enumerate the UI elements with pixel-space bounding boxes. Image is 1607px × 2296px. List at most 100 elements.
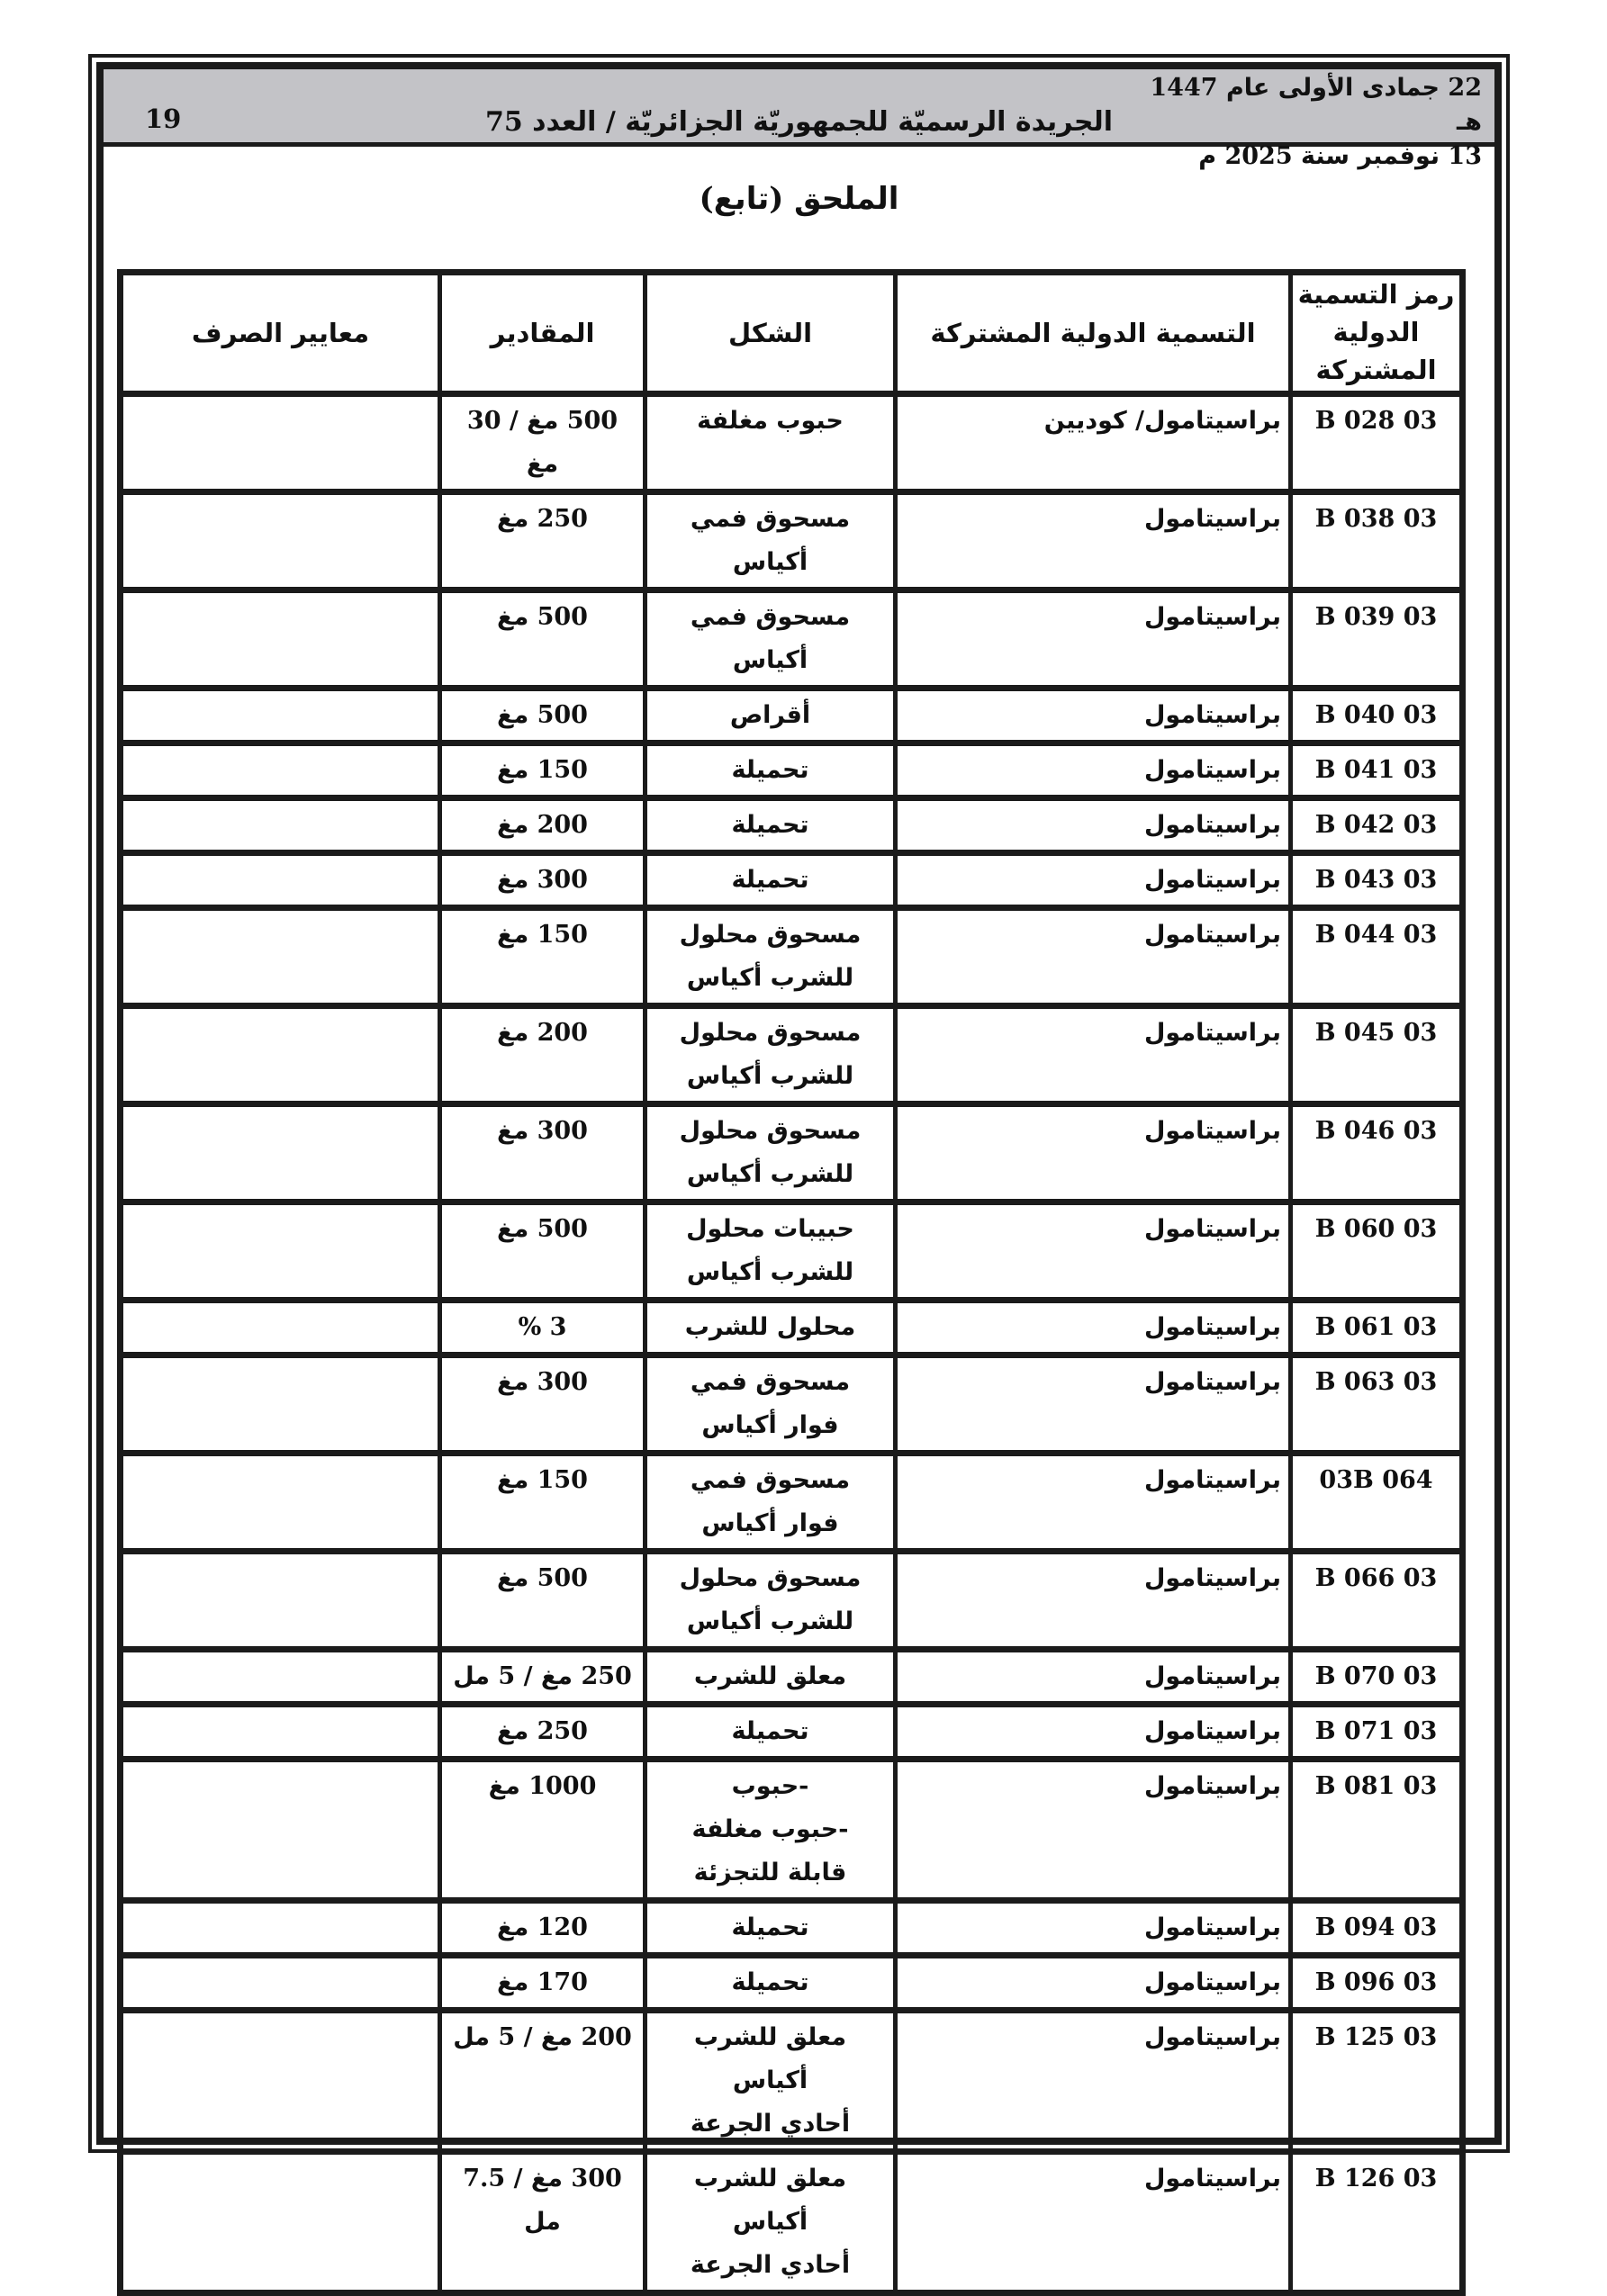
table-row: 03 B 060 براسيتامول حبيبات محلول للشرب أكي… <box>118 1199 1465 1303</box>
cell-code: 03 B 045 <box>1288 1003 1465 1107</box>
cell-criteria <box>118 1548 442 1652</box>
cell-form: معلق للشرب أكياس أحادي الجرعة <box>643 2007 898 2155</box>
date-gregorian: 13 نوفمبر سنة 2025 م <box>1198 142 1482 170</box>
page-number: 19 <box>145 104 182 134</box>
journal-title: الجريدة الرسميّة للجمهوريّة الجزائريّة /… <box>484 105 1114 138</box>
cell-code: 03 B 041 <box>1288 740 1465 801</box>
cell-dosage: 120 مغ <box>438 1897 647 1958</box>
table-row: 03 B 125 براسيتامول معلق للشرب أكياس أحادي… <box>118 2007 1465 2155</box>
header-code: رمز التسمية الدولية المشتركة <box>1288 269 1465 397</box>
cell-name: براسيتامول <box>893 1003 1293 1107</box>
masthead-dates: 22 جمادى الأولى عام 1447 هـ 13 نوفمبر سن… <box>1140 69 1494 174</box>
cell-name: براسيتامول <box>893 587 1293 691</box>
cell-criteria <box>118 685 442 746</box>
table-row: 03 B 061 براسيتامول محلول للشرب 3 % <box>118 1297 1465 1358</box>
cell-form: محلول للشرب <box>643 1297 898 1358</box>
date-hijri: 22 جمادى الأولى عام 1447 هـ <box>1150 74 1482 136</box>
cell-code: 03 B 126 <box>1288 2148 1465 2296</box>
cell-criteria <box>118 1646 442 1707</box>
cell-code: 03 B 046 <box>1288 1101 1465 1205</box>
cell-criteria <box>118 489 442 593</box>
cell-code: 03 B 071 <box>1288 1701 1465 1762</box>
cell-criteria <box>118 1952 442 2013</box>
cell-name: براسيتامول <box>893 850 1293 911</box>
cell-name: براسيتامول <box>893 1548 1293 1652</box>
cell-form: تحميلة <box>643 850 898 911</box>
cell-criteria <box>118 1199 442 1303</box>
cell-form: مسحوق محلول للشرب أكياس <box>643 1003 898 1107</box>
cell-code: 03 B 066 <box>1288 1548 1465 1652</box>
cell-code: 03 B 125 <box>1288 2007 1465 2155</box>
cell-code: 03 B 063 <box>1288 1352 1465 1456</box>
header-criteria: معايير الصرف <box>118 269 442 397</box>
cell-code: 03 B 094 <box>1288 1897 1465 1958</box>
cell-criteria <box>118 1897 442 1958</box>
cell-form: حبيبات محلول للشرب أكياس <box>643 1199 898 1303</box>
table-row: 03 B 045 براسيتامول مسحوق محلول للشرب أكيا… <box>118 1003 1465 1107</box>
cell-form: معلق للشرب أكياس أحادي الجرعة <box>643 2148 898 2296</box>
table-header-row: رمز التسمية الدولية المشتركة التسمية الد… <box>118 269 1465 397</box>
cell-dosage: 150 مغ <box>438 740 647 801</box>
medicines-table: رمز التسمية الدولية المشتركة التسمية الد… <box>117 269 1466 2296</box>
cell-name: براسيتامول <box>893 1101 1293 1205</box>
cell-form: تحميلة <box>643 1701 898 1762</box>
table-row: 03 B 041 براسيتامول تحميلة 150 مغ <box>118 740 1465 801</box>
cell-dosage: 1000 مغ <box>438 1756 647 1904</box>
cell-name: براسيتامول <box>893 740 1293 801</box>
header-dosage: المقادير <box>438 269 647 397</box>
table-row: 03 B 070 براسيتامول معلق للشرب 250 مغ / 5 م… <box>118 1646 1465 1707</box>
cell-dosage: 150 مغ <box>438 1450 647 1554</box>
cell-code: 03 B 044 <box>1288 905 1465 1009</box>
table-row: 03 B 040 براسيتامول أقراص 500 مغ <box>118 685 1465 746</box>
table-row: 03 B 071 براسيتامول تحميلة 250 مغ <box>118 1701 1465 1762</box>
table-row: 03 B 096 براسيتامول تحميلة 170 مغ <box>118 1952 1465 2013</box>
cell-criteria <box>118 391 442 495</box>
page-frame: 22 جمادى الأولى عام 1447 هـ 13 نوفمبر سن… <box>88 54 1510 2296</box>
table-container: رمز التسمية الدولية المشتركة التسمية الد… <box>104 217 1494 2296</box>
table-row: 03 B 094 براسيتامول تحميلة 120 مغ <box>118 1897 1465 1958</box>
table-row: 03 B 039 براسيتامول مسحوق فمي أكياس 500 مغ <box>118 587 1465 691</box>
cell-dosage: 170 مغ <box>438 1952 647 2013</box>
table-row: 03 B 028 براسيتامول/ كوديين حبوب مغلفة 500 … <box>118 391 1465 495</box>
cell-dosage: 500 مغ <box>438 1199 647 1303</box>
cell-name: براسيتامول <box>893 685 1293 746</box>
cell-name: براسيتامول <box>893 2007 1293 2155</box>
table-row: 03 B 063 براسيتامول مسحوق فمي فوار أكياس 30… <box>118 1352 1465 1456</box>
cell-dosage: 500 مغ <box>438 587 647 691</box>
cell-name: براسيتامول <box>893 905 1293 1009</box>
cell-form: تحميلة <box>643 795 898 856</box>
cell-criteria <box>118 905 442 1009</box>
cell-form: مسحوق فمي فوار أكياس <box>643 1450 898 1554</box>
cell-name: براسيتامول <box>893 795 1293 856</box>
cell-name: براسيتامول <box>893 1297 1293 1358</box>
cell-criteria <box>118 2007 442 2155</box>
cell-dosage: 250 مغ / 5 مل <box>438 1646 647 1707</box>
cell-form: تحميلة <box>643 1897 898 1958</box>
table-row: 03 B 044 براسيتامول مسحوق محلول للشرب أكيا… <box>118 905 1465 1009</box>
table-row: 03B 064 براسيتامول مسحوق فمي فوار أكياس 150… <box>118 1450 1465 1554</box>
cell-code: 03 B 039 <box>1288 587 1465 691</box>
cell-dosage: 300 مغ <box>438 1352 647 1456</box>
cell-dosage: 300 مغ <box>438 1101 647 1205</box>
table-row: 03 B 126 براسيتامول معلق للشرب أكياس أحادي… <box>118 2148 1465 2296</box>
cell-code: 03 B 096 <box>1288 1952 1465 2013</box>
cell-code: 03 B 060 <box>1288 1199 1465 1303</box>
header-form: الشكل <box>643 269 898 397</box>
cell-criteria <box>118 1450 442 1554</box>
cell-code: 03 B 042 <box>1288 795 1465 856</box>
cell-name: براسيتامول <box>893 1701 1293 1762</box>
cell-name: براسيتامول <box>893 1450 1293 1554</box>
cell-dosage: 150 مغ <box>438 905 647 1009</box>
cell-form: مسحوق فمي أكياس <box>643 489 898 593</box>
table-row: 03 B 042 براسيتامول تحميلة 200 مغ <box>118 795 1465 856</box>
cell-criteria <box>118 850 442 911</box>
cell-criteria <box>118 1297 442 1358</box>
cell-code: 03 B 038 <box>1288 489 1465 593</box>
cell-form: تحميلة <box>643 740 898 801</box>
cell-form: مسحوق محلول للشرب أكياس <box>643 1101 898 1205</box>
cell-code: 03 B 040 <box>1288 685 1465 746</box>
cell-code: 03 B 028 <box>1288 391 1465 495</box>
cell-form: -حبوب -حبوب مغلفة قابلة للتجزئة <box>643 1756 898 1904</box>
cell-dosage: 3 % <box>438 1297 647 1358</box>
